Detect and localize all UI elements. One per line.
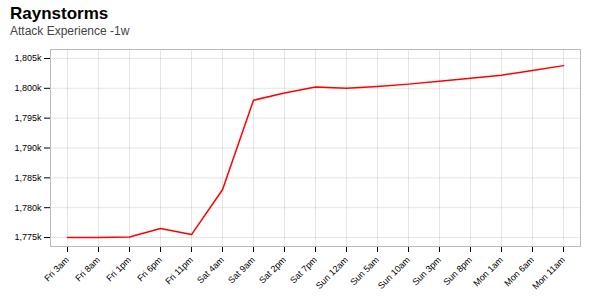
- svg-text:Sat 9am: Sat 9am: [226, 255, 257, 286]
- svg-text:1,780k: 1,780k: [14, 203, 42, 213]
- svg-text:Fri 11pm: Fri 11pm: [163, 255, 195, 287]
- svg-text:Mon 6am: Mon 6am: [502, 254, 536, 289]
- svg-text:Sat 4am: Sat 4am: [195, 255, 226, 286]
- svg-text:Fri 6pm: Fri 6pm: [135, 255, 164, 284]
- svg-text:Mon 1am: Mon 1am: [471, 255, 505, 289]
- svg-text:Fri 1pm: Fri 1pm: [104, 255, 133, 284]
- html-text:Attack Experience -1w: Attack Experience -1w: [10, 24, 130, 38]
- svg-text:Fri 8am: Fri 8am: [73, 255, 102, 284]
- svg-text:Sun 5am: Sun 5am: [348, 254, 381, 288]
- svg-text:Mon 11am: Mon 11am: [530, 255, 567, 292]
- svg-text:Sat 7pm: Sat 7pm: [288, 255, 319, 286]
- svg-text:Sun 3pm: Sun 3pm: [410, 255, 443, 288]
- svg-text:Sun 12am: Sun 12am: [314, 255, 350, 291]
- svg-text:Sun 10am: Sun 10am: [376, 255, 412, 291]
- svg-text:1,795k: 1,795k: [14, 113, 42, 123]
- svg-text:1,785k: 1,785k: [14, 173, 42, 183]
- svg-text:Fri 3am: Fri 3am: [42, 255, 71, 284]
- svg-text:1,805k: 1,805k: [14, 53, 42, 63]
- svg-text:Sun 8pm: Sun 8pm: [441, 255, 474, 288]
- svg-text:1,775k: 1,775k: [14, 232, 42, 242]
- svg-text:1,800k: 1,800k: [14, 83, 42, 93]
- html-text:Raynstorms: Raynstorms: [10, 4, 109, 23]
- svg-text:Sat 2pm: Sat 2pm: [257, 255, 288, 286]
- svg-text:1,790k: 1,790k: [14, 143, 42, 153]
